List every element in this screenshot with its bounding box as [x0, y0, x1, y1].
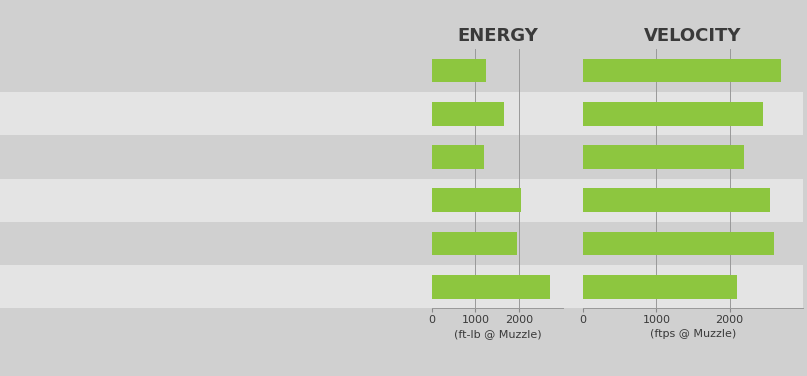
Bar: [583, 222, 803, 265]
Bar: [335, 265, 432, 308]
Bar: [0, 92, 335, 135]
Bar: [432, 92, 563, 135]
Bar: [432, 59, 487, 82]
Bar: [563, 92, 583, 135]
Bar: [563, 49, 583, 92]
X-axis label: (ft-lb @ Muzzle): (ft-lb @ Muzzle): [454, 329, 541, 340]
Bar: [583, 179, 803, 222]
Bar: [583, 92, 803, 135]
Bar: [0, 49, 335, 92]
Bar: [563, 265, 583, 308]
Bar: [0, 265, 335, 308]
Bar: [0, 135, 335, 179]
Bar: [583, 188, 770, 212]
Bar: [583, 102, 763, 126]
Bar: [0, 179, 335, 222]
Bar: [563, 179, 583, 222]
Bar: [583, 275, 737, 299]
Title: VELOCITY: VELOCITY: [644, 27, 742, 44]
Bar: [432, 179, 563, 222]
Bar: [432, 232, 517, 255]
Bar: [583, 145, 744, 169]
Bar: [432, 49, 563, 92]
Bar: [583, 265, 803, 308]
Bar: [335, 49, 432, 92]
Bar: [432, 145, 484, 169]
Bar: [432, 102, 504, 126]
Bar: [432, 275, 550, 299]
Bar: [432, 188, 521, 212]
Bar: [583, 232, 774, 255]
Bar: [583, 135, 803, 179]
X-axis label: (ftps @ Muzzle): (ftps @ Muzzle): [650, 329, 736, 340]
Bar: [335, 222, 432, 265]
Bar: [335, 92, 432, 135]
Bar: [583, 49, 803, 92]
Bar: [432, 135, 563, 179]
Bar: [583, 59, 781, 82]
Bar: [432, 222, 563, 265]
Bar: [563, 135, 583, 179]
Bar: [0, 222, 335, 265]
Bar: [335, 135, 432, 179]
Title: ENERGY: ENERGY: [457, 27, 537, 44]
Bar: [432, 265, 563, 308]
Bar: [335, 179, 432, 222]
Bar: [563, 222, 583, 265]
